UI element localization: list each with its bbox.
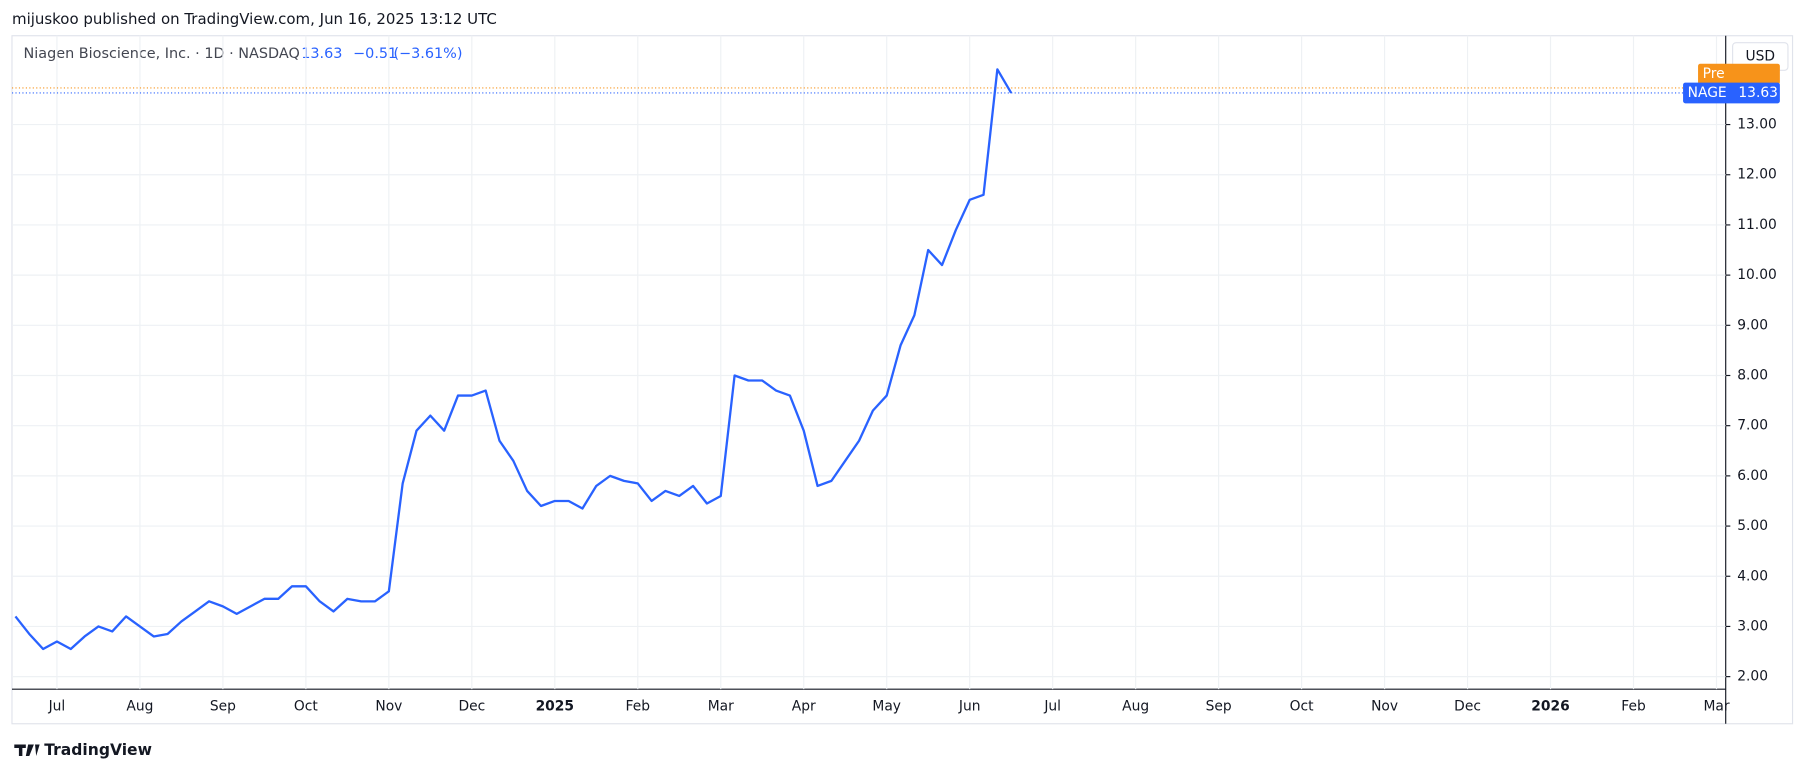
y-tick-label: 5.00 bbox=[1737, 518, 1768, 534]
x-tick-label: Dec bbox=[1454, 698, 1481, 714]
pre-market-label: Pre bbox=[1703, 66, 1725, 82]
x-tick-label: 2025 bbox=[536, 698, 574, 714]
x-tick-label: Mar bbox=[1703, 698, 1729, 714]
y-tick-label: 9.00 bbox=[1737, 317, 1768, 333]
price-change-percent: (−3.61%) bbox=[393, 46, 462, 62]
x-tick-label: Jul bbox=[48, 698, 66, 714]
x-tick-label: Nov bbox=[1371, 698, 1398, 714]
x-tick-label: 2026 bbox=[1531, 698, 1569, 714]
symbol-label: NAGE bbox=[1688, 85, 1727, 101]
y-tick-label: 10.00 bbox=[1737, 267, 1777, 283]
price-line bbox=[14, 68, 1013, 651]
y-tick-label: 12.00 bbox=[1737, 167, 1777, 183]
x-tick-label: May bbox=[872, 698, 901, 714]
chart-frame bbox=[11, 35, 1794, 725]
x-tick-label: Mar bbox=[708, 698, 734, 714]
chart-title: Niagen Bioscience, Inc. · 1D · NASDAQ bbox=[24, 46, 300, 62]
x-tick-label: Sep bbox=[1206, 698, 1232, 714]
y-tick-label: 6.00 bbox=[1737, 468, 1768, 484]
publisher-note: mijuskoo published on TradingView.com, J… bbox=[12, 10, 497, 28]
y-tick-label: 8.00 bbox=[1737, 367, 1768, 383]
last-price-badge bbox=[1683, 82, 1780, 104]
x-tick-label: Aug bbox=[126, 698, 153, 714]
y-tick-label: 3.00 bbox=[1737, 618, 1768, 634]
currency[interactable]: USD bbox=[1746, 48, 1776, 64]
x-tick-label: Oct bbox=[294, 698, 318, 714]
price-change: −0.51 bbox=[353, 46, 397, 62]
pre-market-badge bbox=[1698, 63, 1780, 85]
x-tick-label: Apr bbox=[792, 698, 816, 714]
x-tick-label: Jun bbox=[958, 698, 981, 714]
x-tick-label: Sep bbox=[210, 698, 236, 714]
y-tick-label: 11.00 bbox=[1737, 217, 1777, 233]
x-tick-label: Dec bbox=[458, 698, 485, 714]
y-tick-label: 13.00 bbox=[1737, 117, 1777, 133]
brand-logo bbox=[14, 744, 40, 757]
x-tick-label: Aug bbox=[1122, 698, 1149, 714]
y-tick-label: 4.00 bbox=[1737, 568, 1768, 584]
last-price-label: 13.63 bbox=[1738, 85, 1778, 101]
x-tick-label: Feb bbox=[626, 698, 651, 714]
brand: TradingView bbox=[44, 741, 152, 759]
x-tick-label: Oct bbox=[1290, 698, 1314, 714]
y-tick-label: 7.00 bbox=[1737, 418, 1768, 434]
x-tick-label: Jul bbox=[1043, 698, 1061, 714]
x-tick-label: Feb bbox=[1621, 698, 1646, 714]
x-tick-label: Nov bbox=[375, 698, 402, 714]
y-tick-label: 2.00 bbox=[1737, 669, 1768, 685]
grid bbox=[11, 35, 1726, 690]
last-price: 13.63 bbox=[301, 46, 342, 62]
